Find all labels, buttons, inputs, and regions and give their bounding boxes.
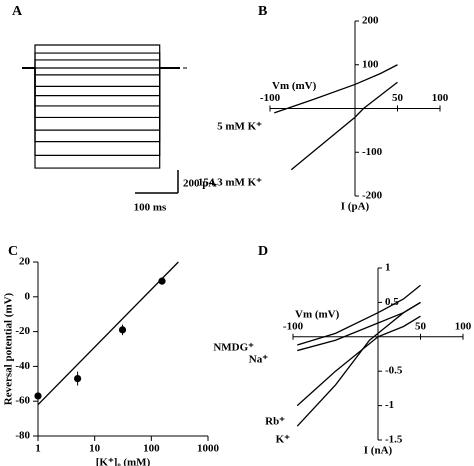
- x-axis-label: [K⁺]ₒ (mM): [96, 457, 151, 466]
- x-tick-label: 100: [455, 320, 472, 332]
- current-trace: [22, 67, 180, 131]
- y-tick-label: -20: [15, 325, 30, 337]
- x-tick-label: 100: [143, 443, 160, 455]
- data-point: [74, 374, 82, 383]
- curve-label: Na⁺: [249, 354, 268, 366]
- y-tick-label: -1: [385, 399, 394, 411]
- y-tick-label: -0.5: [385, 365, 403, 377]
- y-tick-label: 0: [25, 290, 31, 302]
- current-trace: [22, 67, 180, 156]
- current-trace: [22, 44, 180, 69]
- y-tick-label: -40: [15, 360, 30, 372]
- panel-label: C: [8, 244, 18, 259]
- iv-curve: [290, 81, 398, 171]
- panel-label: B: [258, 4, 267, 19]
- x-tick-label: 100: [432, 92, 449, 104]
- iv-curve: [296, 315, 421, 407]
- y-tick-label: 20: [19, 256, 31, 268]
- x-tick-label: -100: [260, 92, 281, 104]
- data-point: [118, 326, 127, 334]
- y-tick-label: 0.5: [385, 296, 399, 308]
- y-tick-label: 100: [362, 58, 379, 70]
- curve-label: Rb⁺: [265, 416, 285, 428]
- scale-label-y: 200 pA: [183, 178, 216, 190]
- curve-label: 154.3 mM K⁺: [198, 177, 262, 189]
- y-tick-label: -200: [362, 190, 383, 202]
- y-axis-label: I (pA): [341, 201, 370, 213]
- y-tick-label: -100: [362, 146, 383, 158]
- x-axis-label: Vm (mV): [272, 80, 317, 92]
- current-trace: [22, 67, 180, 169]
- panel-label: D: [258, 244, 268, 259]
- fit-line: [37, 261, 179, 406]
- x-tick-label: 1000: [197, 443, 220, 455]
- current-trace: [22, 67, 180, 87]
- data-point: [158, 277, 166, 285]
- x-tick-label: 50: [392, 92, 404, 104]
- y-tick-label: 200: [362, 15, 379, 27]
- current-trace: [22, 67, 180, 97]
- current-trace: [22, 59, 180, 69]
- curve-label: NMDG⁺: [213, 342, 254, 354]
- x-axis-label: Vm (mV): [295, 308, 340, 320]
- curve-label: K⁺: [276, 434, 291, 446]
- y-axis-label: I (nA): [364, 445, 393, 457]
- y-tick-label: -60: [15, 395, 30, 407]
- x-tick-label: -100: [283, 320, 304, 332]
- y-tick-label: -80: [15, 430, 30, 442]
- y-axis-label: Reversal potential (mV): [3, 292, 15, 405]
- iv-curve: [274, 64, 398, 114]
- iv-curve: [296, 301, 421, 427]
- curve-label: 5 mM K⁺: [217, 121, 262, 133]
- data-point: [34, 392, 42, 400]
- iv-curve: [297, 284, 421, 346]
- scale-label-x: 100 ms: [134, 202, 167, 214]
- x-tick-label: 1: [35, 443, 41, 455]
- y-tick-label: -1.5: [385, 434, 403, 446]
- current-trace: [22, 67, 180, 76]
- panel-label: A: [12, 4, 23, 19]
- x-tick-label: 50: [415, 320, 427, 332]
- y-tick-label: 1: [385, 262, 391, 274]
- x-tick-label: 10: [89, 443, 101, 455]
